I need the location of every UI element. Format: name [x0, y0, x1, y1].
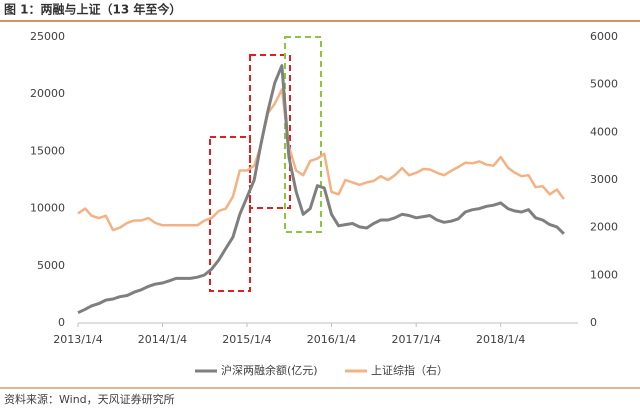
- x-tick-label: 2014/1/4: [138, 333, 187, 346]
- series-line: [77, 64, 565, 315]
- y2-tick-label: 3000: [590, 173, 618, 186]
- y-tick-label: 10000: [30, 202, 65, 215]
- y-tick-label: 20000: [30, 87, 65, 100]
- legend-label: 上证综指（右）: [371, 363, 448, 377]
- highlight-box: [284, 36, 322, 233]
- legend-label: 沪深两融余额(亿元): [221, 363, 318, 377]
- x-tick-label: 2017/1/4: [391, 333, 440, 346]
- y2-tick-label: 6000: [590, 30, 618, 43]
- chart-title: 图 1：两融与上证（13 年至今）: [4, 2, 181, 17]
- series-line: [77, 88, 565, 232]
- y-tick-label: 0: [58, 316, 65, 329]
- x-tick-label: 2013/1/4: [53, 333, 102, 346]
- x-tick-label: 2015/1/4: [222, 333, 271, 346]
- y-tick-label: 15000: [30, 144, 65, 157]
- y2-tick-label: 2000: [590, 221, 618, 234]
- highlight-box: [209, 136, 251, 292]
- y-tick-label: 25000: [30, 30, 65, 43]
- x-tick-label: 2018/1/4: [476, 333, 525, 346]
- highlight-box: [249, 54, 291, 209]
- x-tick-label: 2016/1/4: [307, 333, 356, 346]
- source-note: 资料来源：Wind，天风证券研究所: [4, 392, 175, 406]
- y2-tick-label: 4000: [590, 125, 618, 138]
- annotations: [209, 36, 322, 292]
- y-tick-label: 5000: [37, 259, 65, 272]
- y2-tick-label: 1000: [590, 268, 618, 281]
- y2-tick-label: 0: [590, 316, 597, 329]
- y2-tick-label: 5000: [590, 78, 618, 91]
